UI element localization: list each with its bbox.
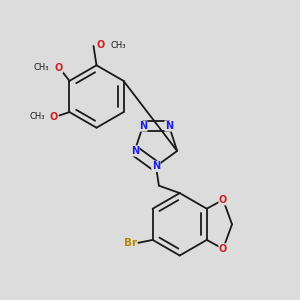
Text: O: O <box>219 244 227 254</box>
Text: N: N <box>131 146 139 156</box>
Text: CH₃: CH₃ <box>110 40 126 50</box>
Text: N: N <box>139 121 147 131</box>
Text: O: O <box>54 62 63 73</box>
Text: N: N <box>165 121 173 131</box>
Text: O: O <box>219 195 227 205</box>
Text: Br: Br <box>124 238 137 248</box>
Text: N: N <box>152 161 160 171</box>
Text: CH₃: CH₃ <box>34 63 49 72</box>
Text: O: O <box>97 40 105 50</box>
Text: O: O <box>50 112 58 122</box>
Text: CH₃: CH₃ <box>29 112 44 121</box>
